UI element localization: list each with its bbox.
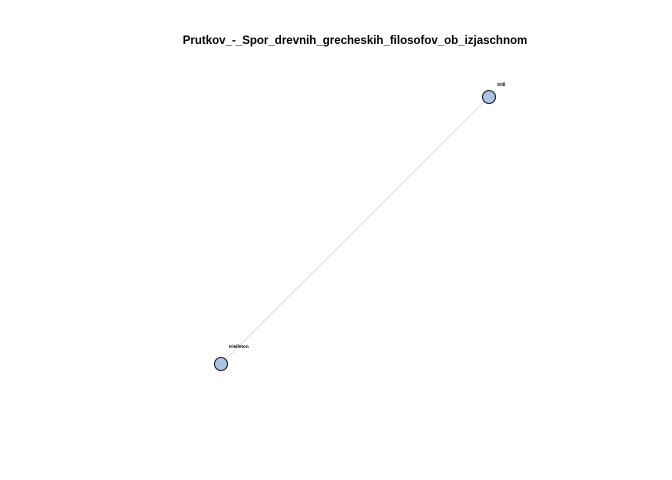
node-kleifeton[interactable]: Kleifeton: [213, 344, 249, 372]
node-still-label: Still: [497, 82, 505, 87]
node-kleifeton-label: Kleifeton: [229, 344, 249, 349]
diagram-title: Prutkov_-_Spor_drevnih_grecheskih_filoso…: [183, 35, 527, 47]
edge-still-kleifeton: [220, 96, 490, 365]
node-still-circle[interactable]: [481, 89, 497, 105]
node-still[interactable]: Still: [481, 82, 506, 105]
node-kleifeton-circle[interactable]: [213, 356, 229, 372]
